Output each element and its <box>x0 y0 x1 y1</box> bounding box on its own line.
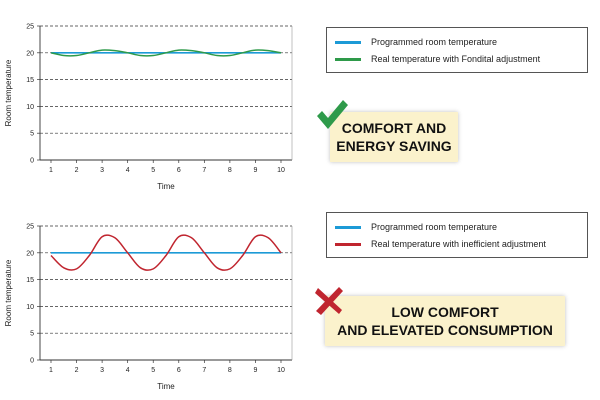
legend-swatch <box>335 57 361 61</box>
chart-comfort: 0 5 10 15 20 25 1 2 3 4 5 6 7 8 9 10 Time Room temperatur… <box>4 24 293 191</box>
legend-label: Real temperature with Fondital adjustmen… <box>371 54 541 64</box>
x-tick-label: 8 <box>228 167 232 174</box>
y-tick-label: 15 <box>26 277 34 284</box>
x-tick-label: 1 <box>49 167 53 174</box>
x-tick-label: 9 <box>253 367 257 374</box>
comfort-badge: COMFORT AND ENERGY SAVING <box>330 112 458 162</box>
legend-item-real-fondital: Real temperature with Fondital adjustmen… <box>335 52 540 66</box>
y-tick-label: 5 <box>30 131 34 138</box>
check-mark-icon <box>317 100 348 129</box>
badge-line: LOW COMFORT <box>391 304 499 320</box>
chart-low-comfort: 0 5 10 15 20 25 1 2 3 4 5 6 7 8 9 10 Time Room temperatur… <box>4 224 293 391</box>
low-comfort-badge: LOW COMFORT AND ELEVATED CONSUMPTION <box>325 296 565 346</box>
x-axis-title: Time <box>157 382 175 391</box>
x-tick-label: 7 <box>202 167 206 174</box>
x-tick-label: 6 <box>177 167 181 174</box>
legend-chart-1: Programmed room temperature Real tempera… <box>326 27 588 73</box>
legend-item-real-inefficient: Real temperature with inefficient adjust… <box>335 237 546 251</box>
series-line-2 <box>50 49 282 57</box>
y-tick-label: 5 <box>30 331 34 338</box>
y-tick-label: 10 <box>26 304 34 311</box>
x-tick-label: 5 <box>151 167 155 174</box>
y-tick-label: 20 <box>26 250 34 257</box>
series-line-2 <box>50 234 282 271</box>
x-tick-label: 9 <box>253 167 257 174</box>
x-tick-label: 7 <box>202 367 206 374</box>
x-tick-label: 10 <box>277 367 285 374</box>
x-tick-label: 3 <box>100 167 104 174</box>
legend-item-programmed: Programmed room temperature <box>335 220 497 234</box>
x-tick-label: 1 <box>49 367 53 374</box>
x-tick-label: 2 <box>75 367 79 374</box>
y-tick-label: 15 <box>26 77 34 84</box>
y-axis-title: Room temperature <box>4 59 13 126</box>
legend-item-programmed: Programmed room temperature <box>335 35 497 49</box>
x-tick-label: 5 <box>151 367 155 374</box>
y-tick-label: 10 <box>26 104 34 111</box>
x-tick-label: 3 <box>100 367 104 374</box>
cross-mark-icon <box>315 287 343 315</box>
y-tick-label: 20 <box>26 50 34 57</box>
y-tick-label: 0 <box>30 158 34 165</box>
badge-line: COMFORT AND <box>341 120 447 136</box>
y-axis-title: Room temperature <box>4 259 13 326</box>
legend-swatch <box>335 40 361 44</box>
badge-line: ENERGY SAVING <box>336 138 452 154</box>
legend-swatch <box>335 225 361 229</box>
x-tick-label: 4 <box>126 167 130 174</box>
y-tick-label: 0 <box>30 358 34 365</box>
badge-line: AND ELEVATED CONSUMPTION <box>337 322 553 338</box>
x-tick-label: 6 <box>177 367 181 374</box>
x-tick-label: 2 <box>75 167 79 174</box>
x-tick-label: 8 <box>228 367 232 374</box>
legend-chart-2: Programmed room temperature Real tempera… <box>326 212 588 258</box>
legend-label: Programmed room temperature <box>371 222 498 232</box>
legend-swatch <box>335 242 361 246</box>
legend-label: Programmed room temperature <box>371 37 498 47</box>
x-tick-label: 10 <box>277 167 285 174</box>
y-tick-label: 25 <box>26 24 34 31</box>
legend-label: Real temperature with inefficient adjust… <box>371 239 546 249</box>
y-tick-label: 25 <box>26 224 34 231</box>
x-axis-title: Time <box>157 182 175 191</box>
x-tick-label: 4 <box>126 367 130 374</box>
